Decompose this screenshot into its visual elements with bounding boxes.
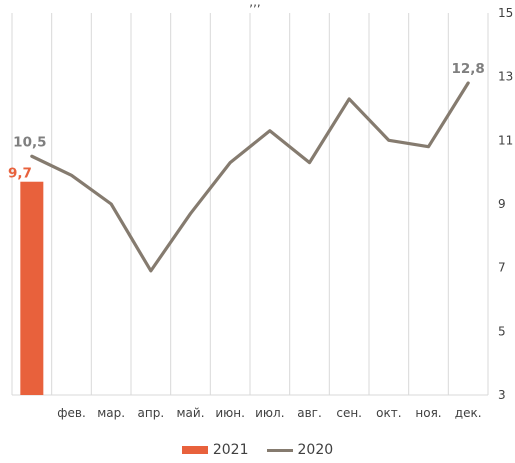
data-label: 10,5 bbox=[13, 134, 46, 150]
y-tick-label: 11 bbox=[498, 133, 513, 147]
legend-swatch-2021 bbox=[181, 446, 208, 454]
legend-swatch-2020 bbox=[266, 448, 293, 452]
x-tick-label: дек. bbox=[455, 406, 482, 420]
x-tick-label: авг. bbox=[297, 406, 322, 420]
x-tick-label: июл. bbox=[255, 406, 284, 420]
x-tick-label: апр. bbox=[138, 406, 165, 420]
y-tick-label: 9 bbox=[498, 197, 506, 211]
chart-title-fragment: ,,, bbox=[249, 0, 260, 9]
gridlines bbox=[11, 13, 489, 396]
data-label: 12,8 bbox=[452, 61, 485, 77]
x-axis-ticks: фев. мар. апр. май. июн. июл. авг. сен. окт. ноя.… bbox=[57, 406, 481, 420]
bar-series-2021 bbox=[20, 181, 44, 395]
legend-label-2021: 2021 bbox=[212, 442, 249, 458]
legend-label-2020: 2020 bbox=[297, 442, 334, 458]
y-tick-label: 3 bbox=[498, 388, 506, 402]
chart: 3 5 7 9 11 13 15 фев. мар. апр. май. июн. июл. авг. с… bbox=[8, 0, 513, 420]
data-label: 9,7 bbox=[8, 166, 32, 182]
y-axis-ticks: 3 5 7 9 11 13 15 bbox=[498, 6, 513, 402]
y-tick-label: 7 bbox=[498, 261, 506, 275]
x-tick-label: фев. bbox=[57, 406, 86, 420]
legend: 2021 2020 bbox=[0, 440, 515, 460]
y-tick-label: 15 bbox=[498, 6, 513, 20]
x-tick-label: сен. bbox=[336, 406, 362, 420]
line-2020 bbox=[30, 81, 470, 273]
legend-item-2021: 2021 bbox=[181, 442, 249, 458]
line-series-2020 bbox=[30, 81, 470, 273]
data-labels: 9,7 10,5 12,8 bbox=[8, 61, 485, 182]
x-tick-label: мар. bbox=[97, 406, 125, 420]
bar-2021 bbox=[20, 181, 44, 395]
legend-item-2020: 2020 bbox=[266, 442, 334, 458]
x-tick-label: окт. bbox=[376, 406, 401, 420]
x-tick-label: ноя. bbox=[415, 406, 441, 420]
x-tick-label: май. bbox=[176, 406, 204, 420]
x-tick-label: июн. bbox=[215, 406, 245, 420]
y-tick-label: 13 bbox=[498, 70, 513, 84]
y-tick-label: 5 bbox=[498, 324, 506, 338]
